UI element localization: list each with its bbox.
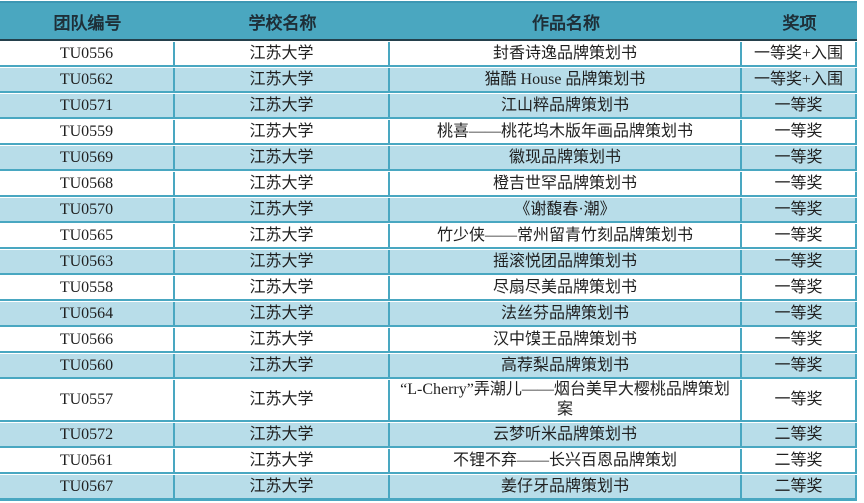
cell-team-id: TU0564: [0, 302, 175, 327]
cell-team-id: TU0558: [0, 276, 175, 301]
cell-school: 江苏大学: [175, 250, 390, 275]
table-row: TU0567 江苏大学 姜仔牙品牌策划书 二等奖: [0, 475, 857, 501]
table-row: TU0560 江苏大学 高荐梨品牌策划书 一等奖: [0, 354, 857, 379]
cell-award: 一等奖: [742, 302, 857, 327]
cell-work: “L-Cherry”弄潮儿——烟台美早大樱桃品牌策划案: [390, 380, 742, 422]
cell-team-id: TU0571: [0, 94, 175, 119]
cell-team-id: TU0570: [0, 198, 175, 223]
column-header-team-id: 团队编号: [0, 1, 175, 41]
cell-team-id: TU0568: [0, 172, 175, 197]
cell-team-id: TU0560: [0, 354, 175, 379]
table-row: TU0570 江苏大学 《谢馥春·潮》 一等奖: [0, 198, 857, 223]
cell-work: 不锂不弃——长兴百恩品牌策划: [390, 449, 742, 474]
cell-work: 云梦听米品牌策划书: [390, 423, 742, 448]
cell-work: 摇滚悦团品牌策划书: [390, 250, 742, 275]
cell-school: 江苏大学: [175, 68, 390, 93]
cell-award: 一等奖: [742, 328, 857, 353]
table-row: TU0568 江苏大学 橙吉世罕品牌策划书 一等奖: [0, 172, 857, 197]
cell-work: 封香诗逸品牌策划书: [390, 42, 742, 67]
table-row: TU0565 江苏大学 竹少侠——常州留青竹刻品牌策划书 一等奖: [0, 224, 857, 249]
cell-work: 竹少侠——常州留青竹刻品牌策划书: [390, 224, 742, 249]
cell-school: 江苏大学: [175, 224, 390, 249]
cell-school: 江苏大学: [175, 423, 390, 448]
table-row: TU0571 江苏大学 江山粹品牌策划书 一等奖: [0, 94, 857, 119]
column-header-school: 学校名称: [175, 1, 390, 41]
cell-work: 江山粹品牌策划书: [390, 94, 742, 119]
cell-work: 橙吉世罕品牌策划书: [390, 172, 742, 197]
cell-school: 江苏大学: [175, 380, 390, 422]
table-row: TU0557 江苏大学 “L-Cherry”弄潮儿——烟台美早大樱桃品牌策划案 一等奖: [0, 380, 857, 422]
cell-award: 一等奖: [742, 250, 857, 275]
column-header-award: 奖项: [742, 1, 857, 41]
cell-school: 江苏大学: [175, 42, 390, 67]
cell-work: 徽现品牌策划书: [390, 146, 742, 171]
cell-school: 江苏大学: [175, 354, 390, 379]
cell-award: 一等奖: [742, 224, 857, 249]
table-row: TU0566 江苏大学 汉中馍王品牌策划书 一等奖: [0, 328, 857, 353]
cell-work: 高荐梨品牌策划书: [390, 354, 742, 379]
cell-work: 猫酷 House 品牌策划书: [390, 68, 742, 93]
cell-work: 法丝芬品牌策划书: [390, 302, 742, 327]
cell-team-id: TU0569: [0, 146, 175, 171]
cell-team-id: TU0567: [0, 475, 175, 501]
cell-school: 江苏大学: [175, 198, 390, 223]
table-row: TU0563 江苏大学 摇滚悦团品牌策划书 一等奖: [0, 250, 857, 275]
table-row: TU0556 江苏大学 封香诗逸品牌策划书 一等奖+入围: [0, 42, 857, 67]
cell-team-id: TU0556: [0, 42, 175, 67]
cell-school: 江苏大学: [175, 302, 390, 327]
column-header-work: 作品名称: [390, 1, 742, 41]
table-row: TU0569 江苏大学 徽现品牌策划书 一等奖: [0, 146, 857, 171]
cell-award: 一等奖+入围: [742, 68, 857, 93]
table-row: TU0564 江苏大学 法丝芬品牌策划书 一等奖: [0, 302, 857, 327]
cell-award: 一等奖: [742, 354, 857, 379]
cell-team-id: TU0572: [0, 423, 175, 448]
table-row: TU0558 江苏大学 尽扇尽美品牌策划书 一等奖: [0, 276, 857, 301]
table-row: TU0559 江苏大学 桃喜——桃花坞木版年画品牌策划书 一等奖: [0, 120, 857, 145]
cell-school: 江苏大学: [175, 276, 390, 301]
cell-team-id: TU0566: [0, 328, 175, 353]
cell-team-id: TU0562: [0, 68, 175, 93]
cell-school: 江苏大学: [175, 172, 390, 197]
cell-award: 一等奖: [742, 198, 857, 223]
cell-team-id: TU0565: [0, 224, 175, 249]
table-row: TU0572 江苏大学 云梦听米品牌策划书 二等奖: [0, 423, 857, 448]
table-row: TU0562 江苏大学 猫酷 House 品牌策划书 一等奖+入围: [0, 68, 857, 93]
cell-school: 江苏大学: [175, 146, 390, 171]
cell-award: 二等奖: [742, 475, 857, 501]
cell-work: 桃喜——桃花坞木版年画品牌策划书: [390, 120, 742, 145]
table-header: 团队编号 学校名称 作品名称 奖项: [0, 1, 857, 41]
cell-work: 姜仔牙品牌策划书: [390, 475, 742, 501]
cell-award: 一等奖: [742, 380, 857, 422]
cell-school: 江苏大学: [175, 475, 390, 501]
cell-school: 江苏大学: [175, 94, 390, 119]
cell-work: 汉中馍王品牌策划书: [390, 328, 742, 353]
cell-team-id: TU0563: [0, 250, 175, 275]
table-row: TU0561 江苏大学 不锂不弃——长兴百恩品牌策划 二等奖: [0, 449, 857, 474]
cell-award: 二等奖: [742, 449, 857, 474]
cell-award: 一等奖: [742, 276, 857, 301]
cell-award: 一等奖: [742, 172, 857, 197]
results-table-body: TU0556 江苏大学 封香诗逸品牌策划书 一等奖+入围 TU0562 江苏大学 猫酷 Ho…: [0, 42, 857, 501]
cell-school: 江苏大学: [175, 120, 390, 145]
cell-award: 一等奖: [742, 94, 857, 119]
cell-award: 一等奖+入围: [742, 42, 857, 67]
header-row: 团队编号 学校名称 作品名称 奖项: [0, 1, 857, 41]
cell-team-id: TU0561: [0, 449, 175, 474]
cell-team-id: TU0557: [0, 380, 175, 422]
cell-school: 江苏大学: [175, 449, 390, 474]
cell-work: 尽扇尽美品牌策划书: [390, 276, 742, 301]
cell-award: 二等奖: [742, 423, 857, 448]
cell-work: 《谢馥春·潮》: [390, 198, 742, 223]
cell-team-id: TU0559: [0, 120, 175, 145]
cell-school: 江苏大学: [175, 328, 390, 353]
cell-award: 一等奖: [742, 120, 857, 145]
cell-award: 一等奖: [742, 146, 857, 171]
